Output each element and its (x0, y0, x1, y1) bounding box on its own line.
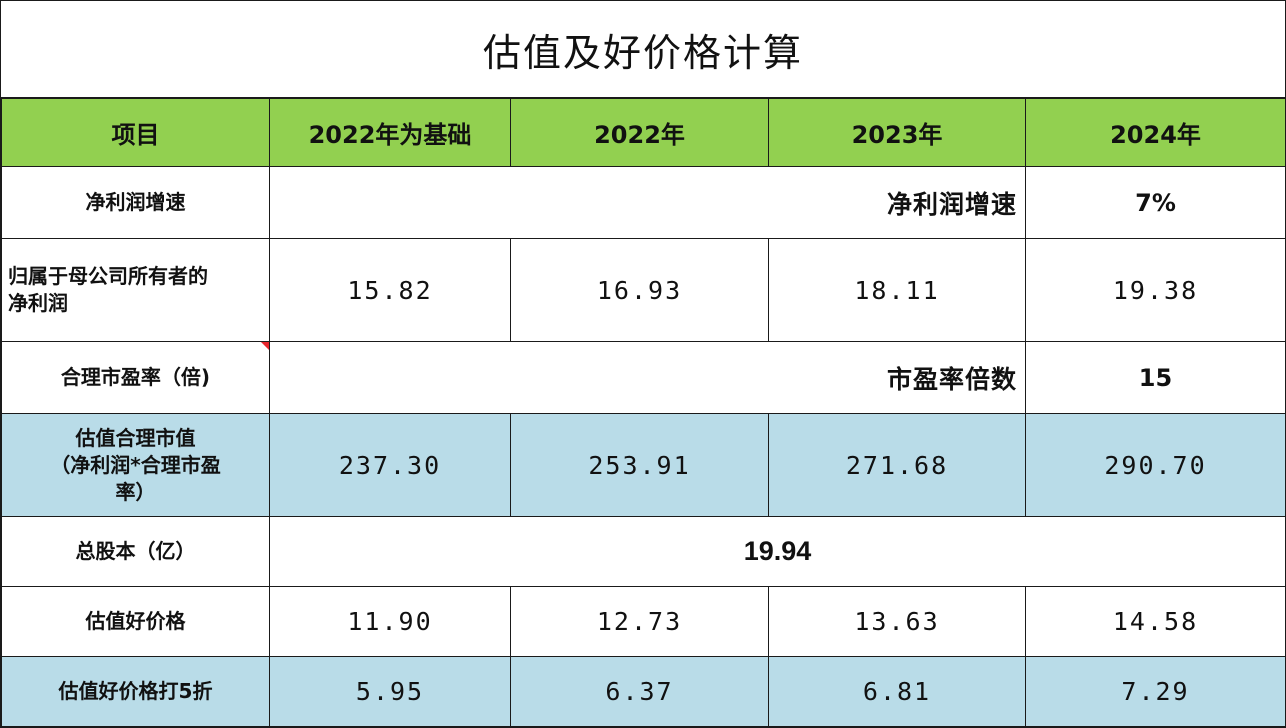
market-cap-2022[interactable]: 253.91 (510, 413, 769, 517)
label-net-profit-line1: 归属于母公司所有者的 (8, 264, 208, 288)
table-row-shares: 总股本（亿） 19.94 (1, 516, 1286, 587)
good-price-2023[interactable]: 13.63 (768, 586, 1026, 657)
half-price-2024[interactable]: 7.29 (1025, 656, 1286, 727)
net-profit-2022[interactable]: 16.93 (510, 238, 769, 342)
label-growth[interactable]: 净利润增速 (1, 166, 270, 239)
header-cell-item[interactable]: 项目 (1, 98, 270, 167)
table-row-net-profit: 归属于母公司所有者的 净利润 15.82 16.93 18.11 19.38 (1, 238, 1286, 342)
net-profit-2024[interactable]: 19.38 (1025, 238, 1286, 342)
header-cell-base[interactable]: 2022年为基础 (269, 98, 511, 167)
param-label-pe[interactable]: 市盈率倍数 (269, 341, 1026, 414)
param-label-growth[interactable]: 净利润增速 (269, 166, 1026, 239)
market-cap-2024[interactable]: 290.70 (1025, 413, 1286, 517)
label-market-cap-line1: 估值合理市值 (75, 425, 196, 450)
param-value-pe[interactable]: 15 (1025, 341, 1286, 414)
half-price-base[interactable]: 5.95 (269, 656, 511, 727)
half-price-2022[interactable]: 6.37 (510, 656, 769, 727)
header-cell-2023[interactable]: 2023年 (768, 98, 1026, 167)
table-row-good-price: 估值好价格 11.90 12.73 13.63 14.58 (1, 586, 1286, 657)
valuation-table: 项目 2022年为基础 2022年 2023年 2024年 净利润增速 净利润增… (1, 98, 1286, 727)
good-price-base[interactable]: 11.90 (269, 586, 511, 657)
good-price-2022[interactable]: 12.73 (510, 586, 769, 657)
header-cell-2022[interactable]: 2022年 (510, 98, 769, 167)
label-pe-text: 合理市盈率（倍) (60, 365, 211, 389)
half-price-2023[interactable]: 6.81 (768, 656, 1026, 727)
label-good-price[interactable]: 估值好价格 (1, 586, 270, 657)
table-row-half-price: 估值好价格打5折 5.95 6.37 6.81 7.29 (1, 656, 1286, 727)
table-row-pe: 合理市盈率（倍) 市盈率倍数 15 (1, 341, 1286, 414)
label-half-price[interactable]: 估值好价格打5折 (1, 656, 270, 727)
table-row-growth: 净利润增速 净利润增速 7% (1, 166, 1286, 239)
net-profit-base[interactable]: 15.82 (269, 238, 511, 342)
label-market-cap-line2: （净利润*合理市盈 (50, 452, 221, 477)
shares-value[interactable]: 19.94 (269, 516, 1286, 587)
label-net-profit[interactable]: 归属于母公司所有者的 净利润 (1, 238, 270, 342)
label-market-cap-line3: 率） (115, 479, 156, 504)
header-cell-2024[interactable]: 2024年 (1025, 98, 1286, 167)
param-value-growth[interactable]: 7% (1025, 166, 1286, 239)
label-pe[interactable]: 合理市盈率（倍) (1, 341, 270, 414)
label-market-cap[interactable]: 估值合理市值 （净利润*合理市盈 率） (1, 413, 270, 517)
header-row: 项目 2022年为基础 2022年 2023年 2024年 (1, 98, 1286, 167)
comment-indicator-icon (261, 342, 269, 350)
label-net-profit-line2: 净利润 (8, 291, 68, 315)
good-price-2024[interactable]: 14.58 (1025, 586, 1286, 657)
market-cap-2023[interactable]: 271.68 (768, 413, 1026, 517)
market-cap-base[interactable]: 237.30 (269, 413, 511, 517)
net-profit-2023[interactable]: 18.11 (768, 238, 1026, 342)
table-row-market-cap: 估值合理市值 （净利润*合理市盈 率） 237.30 253.91 271.68… (1, 413, 1286, 517)
label-shares[interactable]: 总股本（亿） (1, 516, 270, 587)
sheet-title: 估值及好价格计算 (1, 1, 1285, 98)
